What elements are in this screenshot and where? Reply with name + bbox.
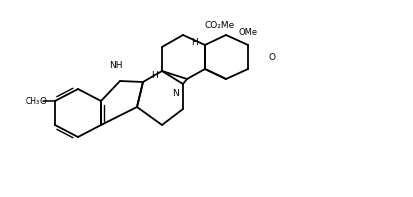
Text: H: H [191,37,198,46]
Text: H: H [151,71,158,80]
Text: CO₂Me: CO₂Me [204,20,235,30]
Text: O: O [39,97,46,106]
Text: N: N [172,89,179,98]
Text: NH: NH [109,60,122,70]
Text: CH₃: CH₃ [26,97,40,106]
Text: OMe: OMe [238,28,257,36]
Text: O: O [268,52,275,61]
